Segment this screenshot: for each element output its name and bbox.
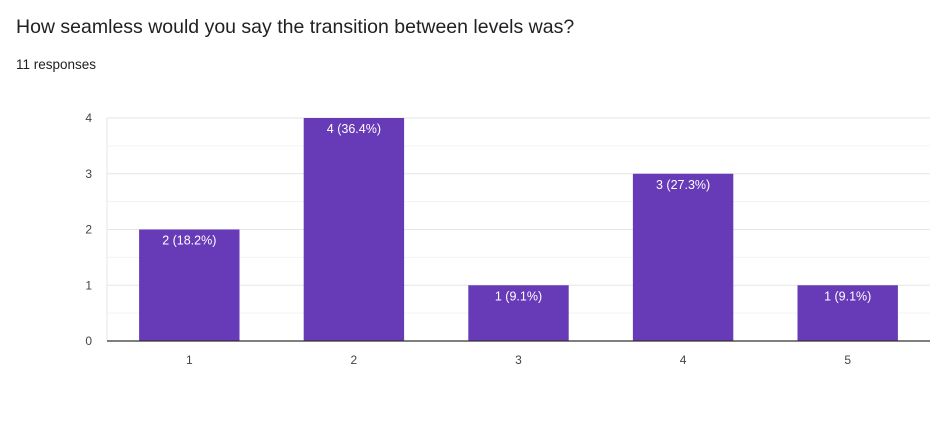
y-tick-label: 3: [85, 167, 92, 181]
y-tick-label: 1: [85, 278, 92, 292]
bars: 2 (18.2%) 4 (36.4%) 1 (9.1%) 3 (27.3%) 1 (9.…: [139, 118, 898, 341]
bar: [468, 285, 569, 341]
x-tick-label: 5: [844, 353, 851, 367]
bar: [797, 285, 898, 341]
question-title: How seamless would you say the transitio…: [16, 16, 575, 38]
x-tick-label: 1: [186, 353, 193, 367]
y-tick-label: 2: [85, 223, 92, 237]
x-tick-label: 2: [351, 353, 358, 367]
y-tick-label: 4: [85, 111, 92, 125]
y-tick-label: 0: [85, 334, 92, 348]
gridlines: [106, 117, 930, 341]
x-tick-label: 4: [680, 353, 687, 367]
x-tick-label: 3: [515, 353, 522, 367]
bar: [139, 229, 240, 341]
bar: [632, 173, 734, 341]
bar-data-label: 2 (18.2%): [162, 234, 216, 248]
axes: 0 1 2 3 4 1 2 3 4 5: [85, 111, 930, 367]
bar-data-label: 1 (9.1%): [824, 289, 871, 303]
bar-data-label: 4 (36.4%): [327, 122, 381, 136]
bar-data-label: 1 (9.1%): [495, 289, 542, 303]
bar: [303, 118, 405, 341]
bar-data-label: 3 (27.3%): [656, 178, 710, 192]
response-count: 11 responses: [16, 57, 97, 72]
